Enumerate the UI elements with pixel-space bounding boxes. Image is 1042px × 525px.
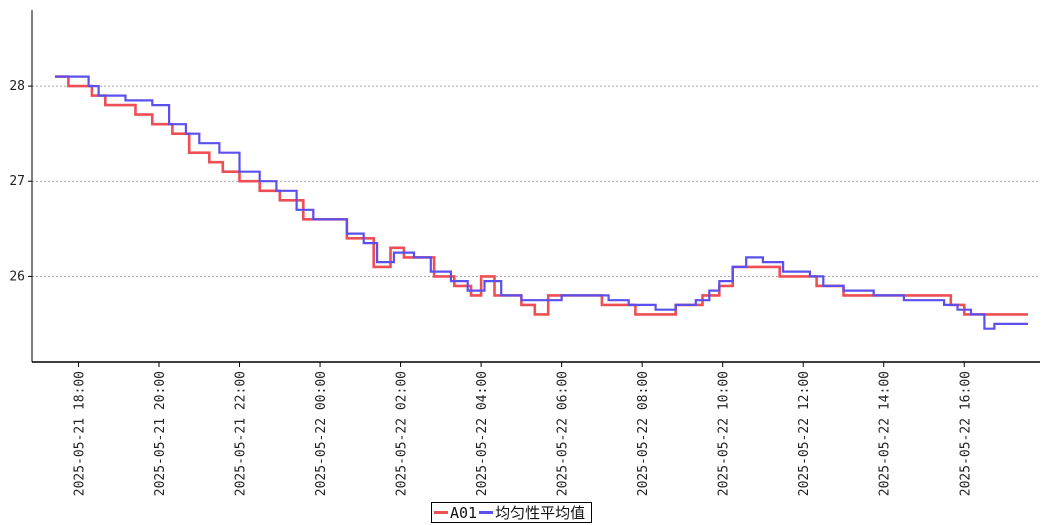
legend-item: 均匀性平均值 <box>479 502 587 523</box>
legend: A01 均匀性平均值 <box>431 502 593 523</box>
legend-swatch <box>434 511 448 514</box>
legend-label: 均匀性平均值 <box>495 504 586 522</box>
grid-lines <box>32 85 1040 277</box>
y-tick-label: 26 <box>9 269 25 284</box>
x-tick-labels: 2025-05-21 18:00 2025-05-21 20:00 2025-05-… <box>72 362 973 496</box>
x-tick-label: 2025-05-22 16:00 <box>958 371 973 496</box>
x-tick-label: 2025-05-22 04:00 <box>475 371 490 496</box>
x-tick-label: 2025-05-21 22:00 <box>234 371 249 496</box>
x-tick-label: 2025-05-22 06:00 <box>556 371 571 496</box>
x-tick-label: 2025-05-22 14:00 <box>878 371 893 496</box>
series-layer <box>55 75 1028 330</box>
x-tick-label: 2025-05-22 08:00 <box>636 371 651 496</box>
x-tick-label: 2025-05-22 02:00 <box>395 371 410 496</box>
x-tick-label: 2025-05-22 12:00 <box>797 371 812 496</box>
legend-item: A01 <box>434 504 479 522</box>
series-line-a01 <box>55 75 1028 316</box>
y-tick-label: 28 <box>9 79 25 94</box>
series-line-uniformity-average <box>55 75 1028 330</box>
x-tick-label: 2025-05-22 00:00 <box>314 371 329 496</box>
x-tick-label: 2025-05-21 18:00 <box>72 371 87 496</box>
legend-label: A01 <box>450 503 478 522</box>
y-tick-labels: 26 27 28 <box>9 79 32 284</box>
y-tick-label: 27 <box>9 174 25 189</box>
x-tick-label: 2025-05-21 20:00 <box>153 371 168 496</box>
legend-swatch <box>479 511 494 514</box>
x-tick-label: 2025-05-22 10:00 <box>717 371 732 496</box>
